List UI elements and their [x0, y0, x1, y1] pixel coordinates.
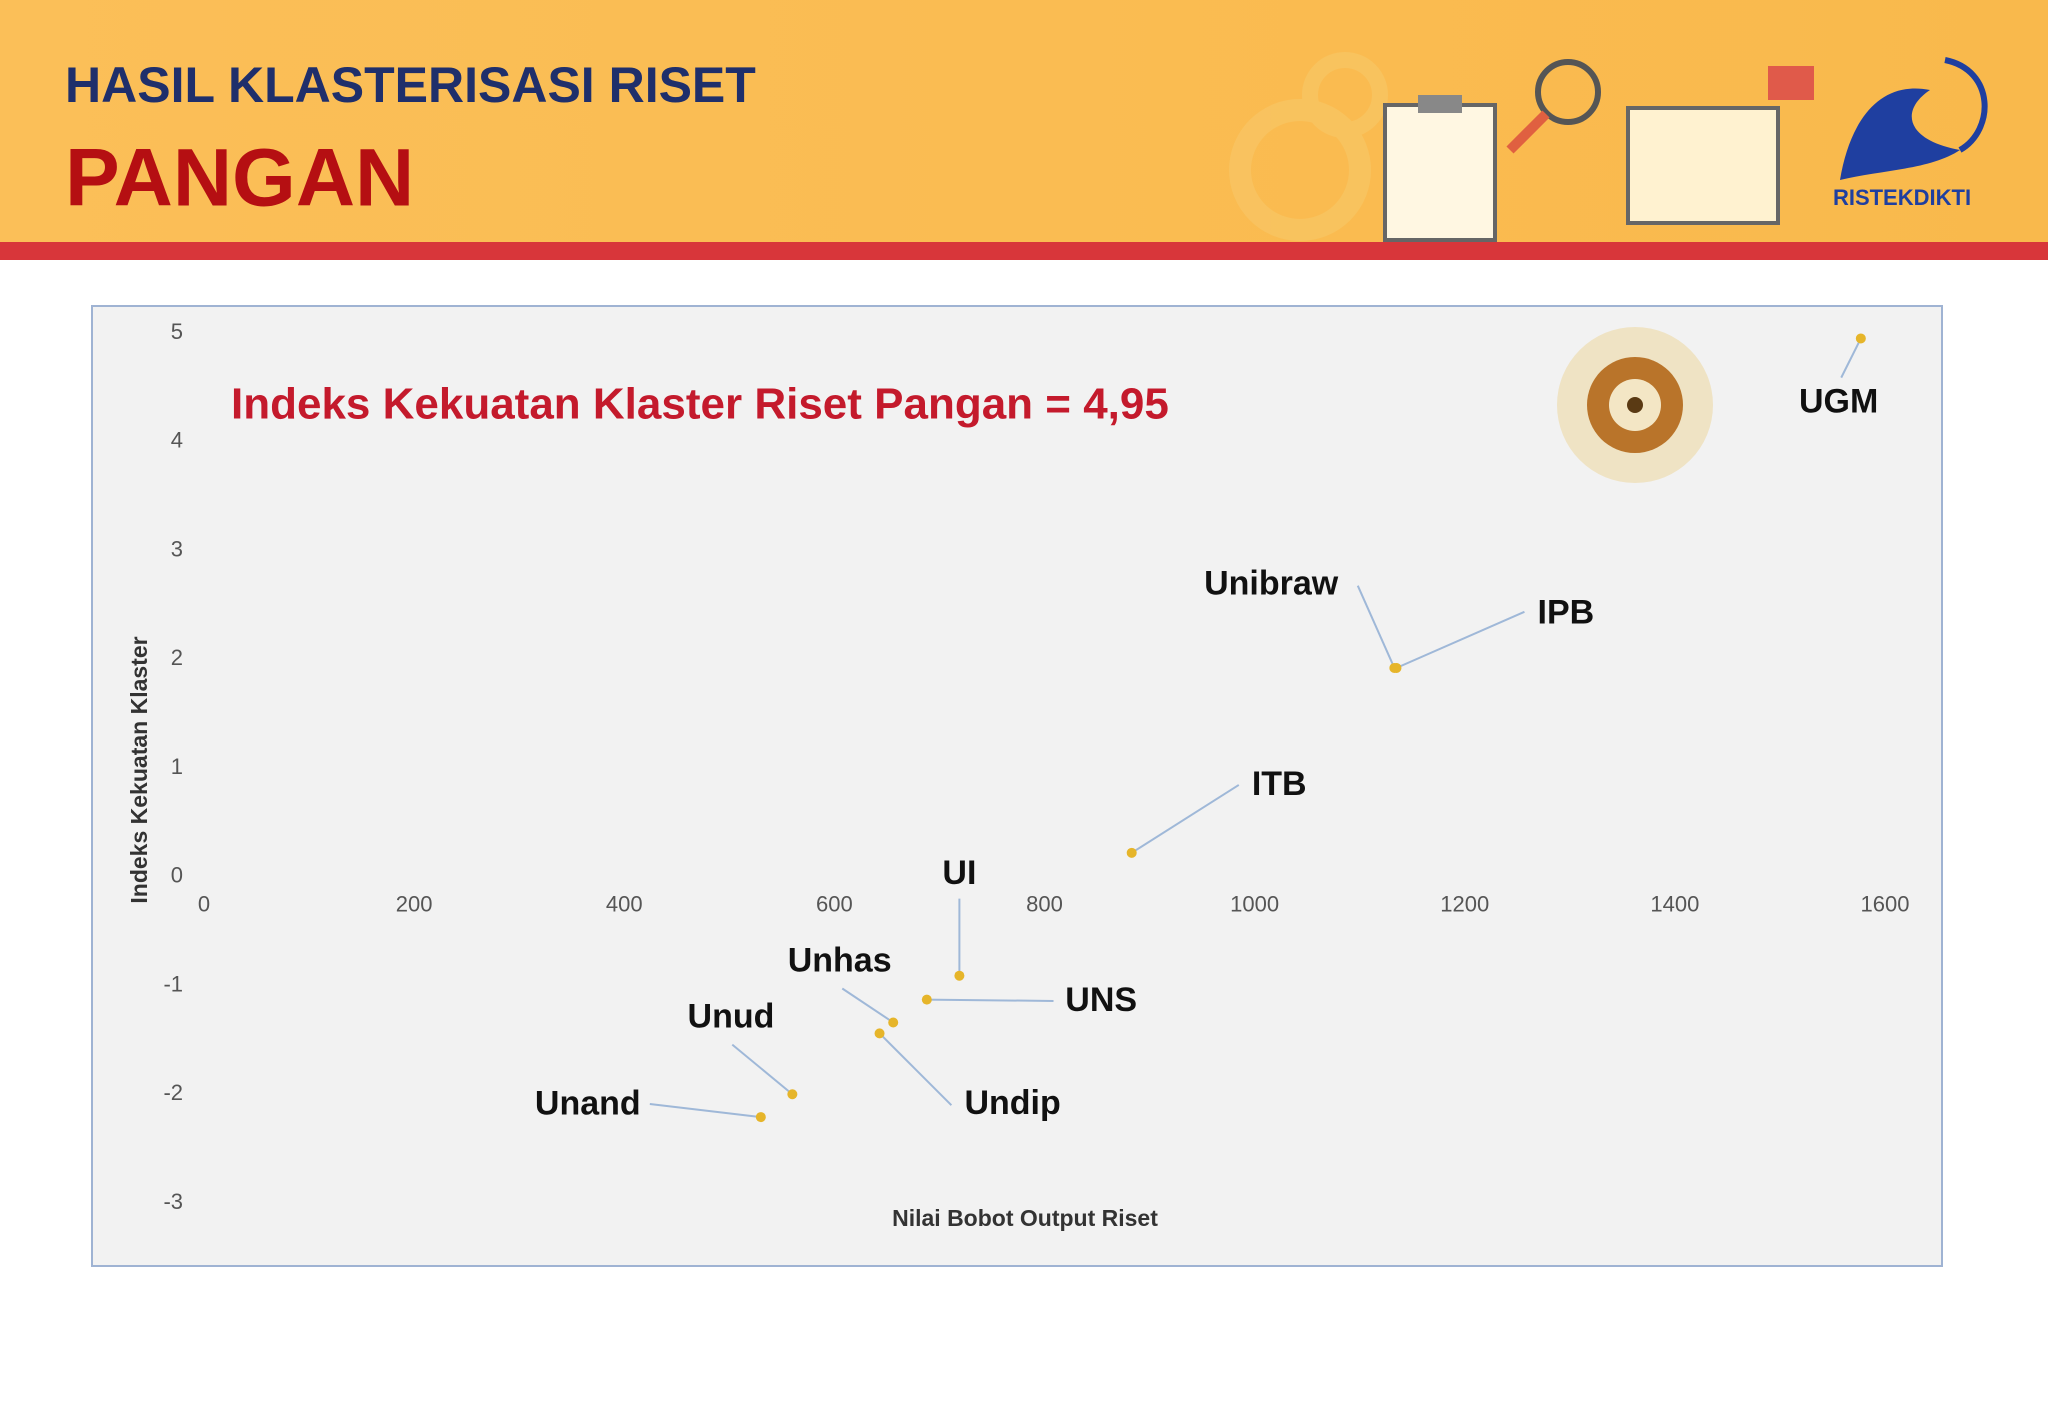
header-title: HASIL KLASTERISASI RISET	[65, 57, 756, 113]
y-axis-label: Indeks Kekuatan Klaster	[126, 636, 152, 903]
y-tick-label: -1	[163, 971, 183, 996]
header-decoration	[1229, 52, 1388, 241]
x-tick-label: 0	[198, 892, 210, 917]
point	[1855, 333, 1866, 344]
point	[755, 1112, 766, 1123]
point	[1389, 662, 1400, 673]
point-label: UI	[942, 854, 976, 892]
point	[921, 994, 932, 1005]
y-tick-label: 5	[171, 319, 183, 344]
x-tick-label: 400	[606, 892, 643, 917]
x-tick-label: 1400	[1650, 892, 1699, 917]
x-tick-label: 800	[1026, 892, 1063, 917]
x-tick-label: 600	[816, 892, 853, 917]
leader-line	[1356, 585, 1396, 669]
point-label: ITB	[1252, 765, 1307, 803]
y-tick-label: 1	[171, 754, 183, 779]
x-tick-label: 1000	[1230, 892, 1279, 917]
x-axis-label: Nilai Bobot Output Riset	[892, 1205, 1158, 1231]
point-label: UNS	[1065, 981, 1137, 1019]
point-label: Unhas	[788, 941, 892, 979]
point	[874, 1028, 885, 1039]
point-label: UGM	[1799, 383, 1878, 421]
point	[888, 1017, 899, 1028]
chart-annotation: Indeks Kekuatan Klaster Riset Pangan = 4…	[231, 380, 1169, 429]
logo-text: RISTEKDIKTI	[1833, 185, 1971, 210]
leader-line	[1396, 610, 1525, 669]
point	[787, 1089, 798, 1100]
header-illustration	[1383, 59, 1814, 242]
x-tick-label: 1600	[1861, 892, 1910, 917]
y-tick-label: 2	[171, 645, 183, 670]
leader-line	[926, 998, 1054, 1002]
leader-line	[878, 1032, 953, 1106]
y-tick-label: 0	[171, 863, 183, 888]
x-tick-label: 1200	[1440, 892, 1489, 917]
point-label: Unud	[688, 997, 775, 1035]
leader-line	[1131, 784, 1240, 854]
point-label: Undip	[964, 1084, 1060, 1122]
point-label: Unibraw	[1204, 565, 1339, 603]
y-tick-label: -2	[163, 1080, 183, 1105]
x-tick-label: 200	[396, 892, 433, 917]
point-label: IPB	[1538, 593, 1595, 631]
point	[1126, 847, 1137, 858]
ugm-emblem	[1557, 327, 1713, 483]
leader-line	[1840, 337, 1862, 379]
point	[954, 970, 965, 981]
y-tick-label: 4	[171, 428, 183, 453]
y-tick-label: -3	[163, 1189, 183, 1214]
leader-line	[649, 1103, 761, 1119]
point-label: Unand	[535, 1084, 641, 1122]
ristekdikti-logo	[1840, 57, 1988, 180]
leader-line	[841, 987, 894, 1024]
header-subtitle: PANGAN	[65, 133, 414, 224]
leader-line	[731, 1043, 793, 1096]
y-tick-label: 3	[171, 536, 183, 561]
header-stripe	[0, 242, 2048, 260]
